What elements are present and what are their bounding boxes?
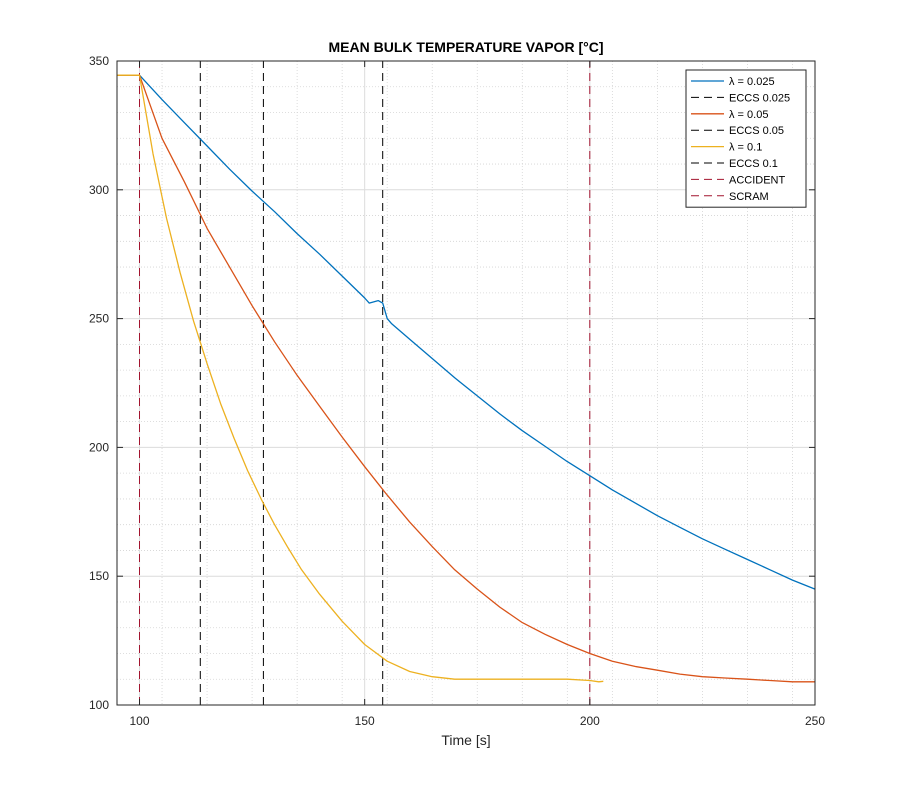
x-tick-label: 250 (805, 714, 825, 728)
minor-grid (116, 61, 815, 705)
y-tick-label: 100 (89, 698, 109, 712)
x-tick-label: 150 (355, 714, 375, 728)
x-tick-label: 200 (580, 714, 600, 728)
series-line-4 (117, 74, 604, 683)
legend-label-2: λ = 0.05 (729, 109, 768, 121)
chart-title: MEAN BULK TEMPERATURE VAPOR [°C] (329, 39, 604, 55)
legend-label-5: ECCS 0.1 (729, 158, 778, 170)
legend-label-6: ACCIDENT (729, 174, 786, 186)
series-line-2 (117, 74, 815, 683)
plot-frame (116, 60, 816, 706)
series-line-0 (117, 74, 816, 590)
y-tick-label: 300 (89, 183, 109, 197)
series-layer (117, 61, 816, 705)
legend-box (685, 69, 807, 208)
legend: λ = 0.025 ECCS 0.025 λ = 0.05 ECCS 0.05 λ = … (685, 69, 807, 208)
x-axis: 100 150 200 250 (130, 61, 825, 728)
legend-label-3: ECCS 0.05 (729, 125, 784, 137)
legend-label-7: SCRAM (729, 191, 769, 203)
legend-label-0: λ = 0.025 (729, 76, 775, 88)
y-tick-label: 200 (89, 440, 109, 454)
y-tick-label: 350 (89, 54, 109, 68)
x-axis-label: Time [s] (441, 732, 490, 748)
y-tick-label: 150 (89, 569, 109, 583)
y-axis: 100 150 200 250 300 350 (89, 54, 815, 712)
y-tick-label: 250 (89, 312, 109, 326)
x-tick-label: 100 (130, 714, 150, 728)
legend-label-4: λ = 0.1 (729, 142, 762, 154)
legend-label-1: ECCS 0.025 (729, 92, 790, 104)
